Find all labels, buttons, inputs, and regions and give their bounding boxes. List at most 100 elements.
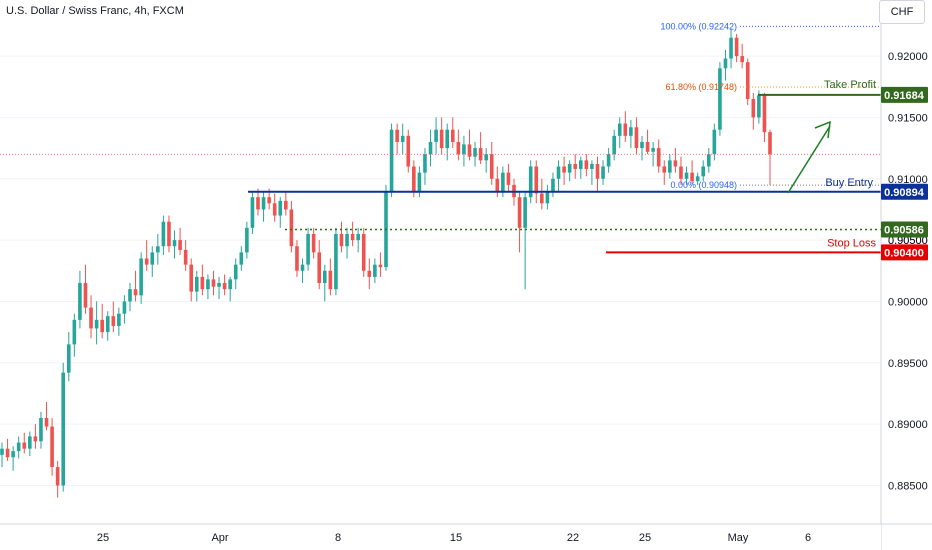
candle-body bbox=[50, 426, 54, 468]
time-tick-label: May bbox=[728, 532, 749, 544]
currency-selector[interactable]: CHF bbox=[879, 0, 925, 24]
candle-body bbox=[768, 132, 772, 155]
candle-body bbox=[473, 148, 477, 157]
candle-body bbox=[133, 289, 138, 296]
candle-body bbox=[183, 249, 188, 265]
take-profit-price-tag-value: 0.91684 bbox=[884, 90, 925, 102]
candle-body bbox=[150, 252, 155, 265]
candle-body bbox=[334, 233, 338, 290]
take-profit-label: Take Profit bbox=[824, 79, 876, 91]
candle-body bbox=[751, 99, 756, 118]
chart-grid bbox=[0, 55, 881, 486]
candle-body bbox=[612, 135, 616, 155]
candle-body bbox=[345, 233, 349, 247]
candle-body bbox=[578, 160, 583, 169]
candle-body bbox=[55, 467, 60, 486]
candle-body bbox=[734, 37, 739, 57]
price-tick-label: 0.91500 bbox=[888, 112, 928, 124]
stop-loss-price-tag-value: 0.90400 bbox=[884, 247, 924, 259]
candle-body bbox=[712, 129, 717, 155]
fib-618-label: 61.80% (0.91748) bbox=[665, 82, 737, 92]
candle-body bbox=[506, 172, 511, 185]
candle-body bbox=[189, 264, 194, 292]
candle-body bbox=[117, 313, 121, 326]
candle-body bbox=[412, 166, 416, 192]
candle-body bbox=[423, 154, 427, 173]
candle-body bbox=[78, 283, 82, 320]
stop-loss-price-tag-background bbox=[881, 244, 928, 261]
candle-body bbox=[640, 141, 644, 149]
price-axis-background bbox=[881, 0, 932, 550]
candle-body bbox=[617, 123, 622, 136]
candle-body bbox=[551, 178, 555, 192]
candle-body bbox=[11, 451, 15, 458]
candle-body bbox=[690, 172, 694, 182]
price-tick-label: 0.88500 bbox=[888, 480, 928, 492]
candle-body bbox=[128, 289, 132, 302]
candle-body bbox=[139, 258, 143, 296]
projection-arrow-line bbox=[787, 125, 831, 194]
candle-body bbox=[645, 141, 650, 152]
candle-body bbox=[272, 203, 277, 216]
support-price-tag-background bbox=[881, 221, 928, 238]
candle-body bbox=[339, 233, 344, 247]
candle-body bbox=[695, 176, 700, 182]
candle-body bbox=[395, 129, 399, 142]
candle-body bbox=[467, 144, 472, 157]
candle-body bbox=[267, 197, 271, 204]
candle-body bbox=[501, 172, 505, 192]
price-tick-label: 0.90000 bbox=[888, 296, 928, 308]
fib-100-label: 100.00% (0.92242) bbox=[660, 21, 737, 31]
time-axis[interactable]: 25 Apr 8 15 22 25 May 6 bbox=[0, 523, 932, 550]
candle-body bbox=[445, 129, 450, 149]
candle-body bbox=[584, 160, 589, 169]
price-axis[interactable]: 0.92000 0.91500 0.91000 0.90500 0.90000 0.895… bbox=[880, 0, 932, 550]
candle-body bbox=[233, 264, 238, 280]
candle-body bbox=[22, 442, 27, 449]
candle-body bbox=[634, 127, 639, 149]
stop-loss-label: Stop Loss bbox=[827, 237, 876, 249]
candle-body bbox=[562, 166, 566, 173]
candle-body bbox=[311, 233, 316, 253]
candles-group bbox=[0, 29, 772, 498]
candle-body bbox=[156, 246, 160, 253]
candle-body bbox=[400, 135, 405, 142]
candle-body bbox=[684, 172, 689, 179]
candle-body bbox=[523, 197, 527, 228]
candle-body bbox=[662, 166, 667, 173]
candle-body bbox=[122, 301, 127, 314]
candle-body bbox=[328, 270, 333, 290]
candle-body bbox=[167, 221, 171, 247]
candle-body bbox=[105, 316, 110, 333]
candle-body bbox=[161, 221, 166, 247]
candle-body bbox=[428, 141, 433, 155]
candle-body bbox=[261, 197, 266, 210]
candle-body bbox=[245, 227, 249, 253]
time-tick-label: 6 bbox=[805, 532, 811, 544]
candle-body bbox=[762, 95, 767, 133]
candle-body bbox=[289, 209, 294, 247]
fib-0-label: 0.00% (0.90948) bbox=[670, 180, 737, 190]
candle-body bbox=[623, 123, 628, 136]
candle-body bbox=[206, 279, 210, 290]
candle-body bbox=[729, 37, 733, 59]
candle-body bbox=[100, 319, 104, 333]
candle-body bbox=[295, 246, 299, 271]
price-tick-label: 0.92000 bbox=[888, 51, 928, 63]
time-tick-label: 15 bbox=[450, 532, 462, 544]
candle-body bbox=[417, 172, 422, 192]
candle-body bbox=[61, 372, 66, 486]
candle-body bbox=[217, 283, 221, 287]
candle-body bbox=[673, 160, 678, 167]
candle-body bbox=[651, 148, 655, 152]
candle-body bbox=[462, 144, 466, 155]
candle-body bbox=[517, 197, 522, 228]
price-tick-label: 0.91000 bbox=[888, 174, 928, 186]
candle-body bbox=[250, 197, 255, 228]
projection-arrow-head bbox=[814, 120, 831, 139]
candle-body bbox=[534, 166, 539, 194]
candle-body bbox=[172, 240, 177, 247]
candle-body bbox=[83, 283, 88, 308]
candle-body bbox=[39, 417, 43, 442]
